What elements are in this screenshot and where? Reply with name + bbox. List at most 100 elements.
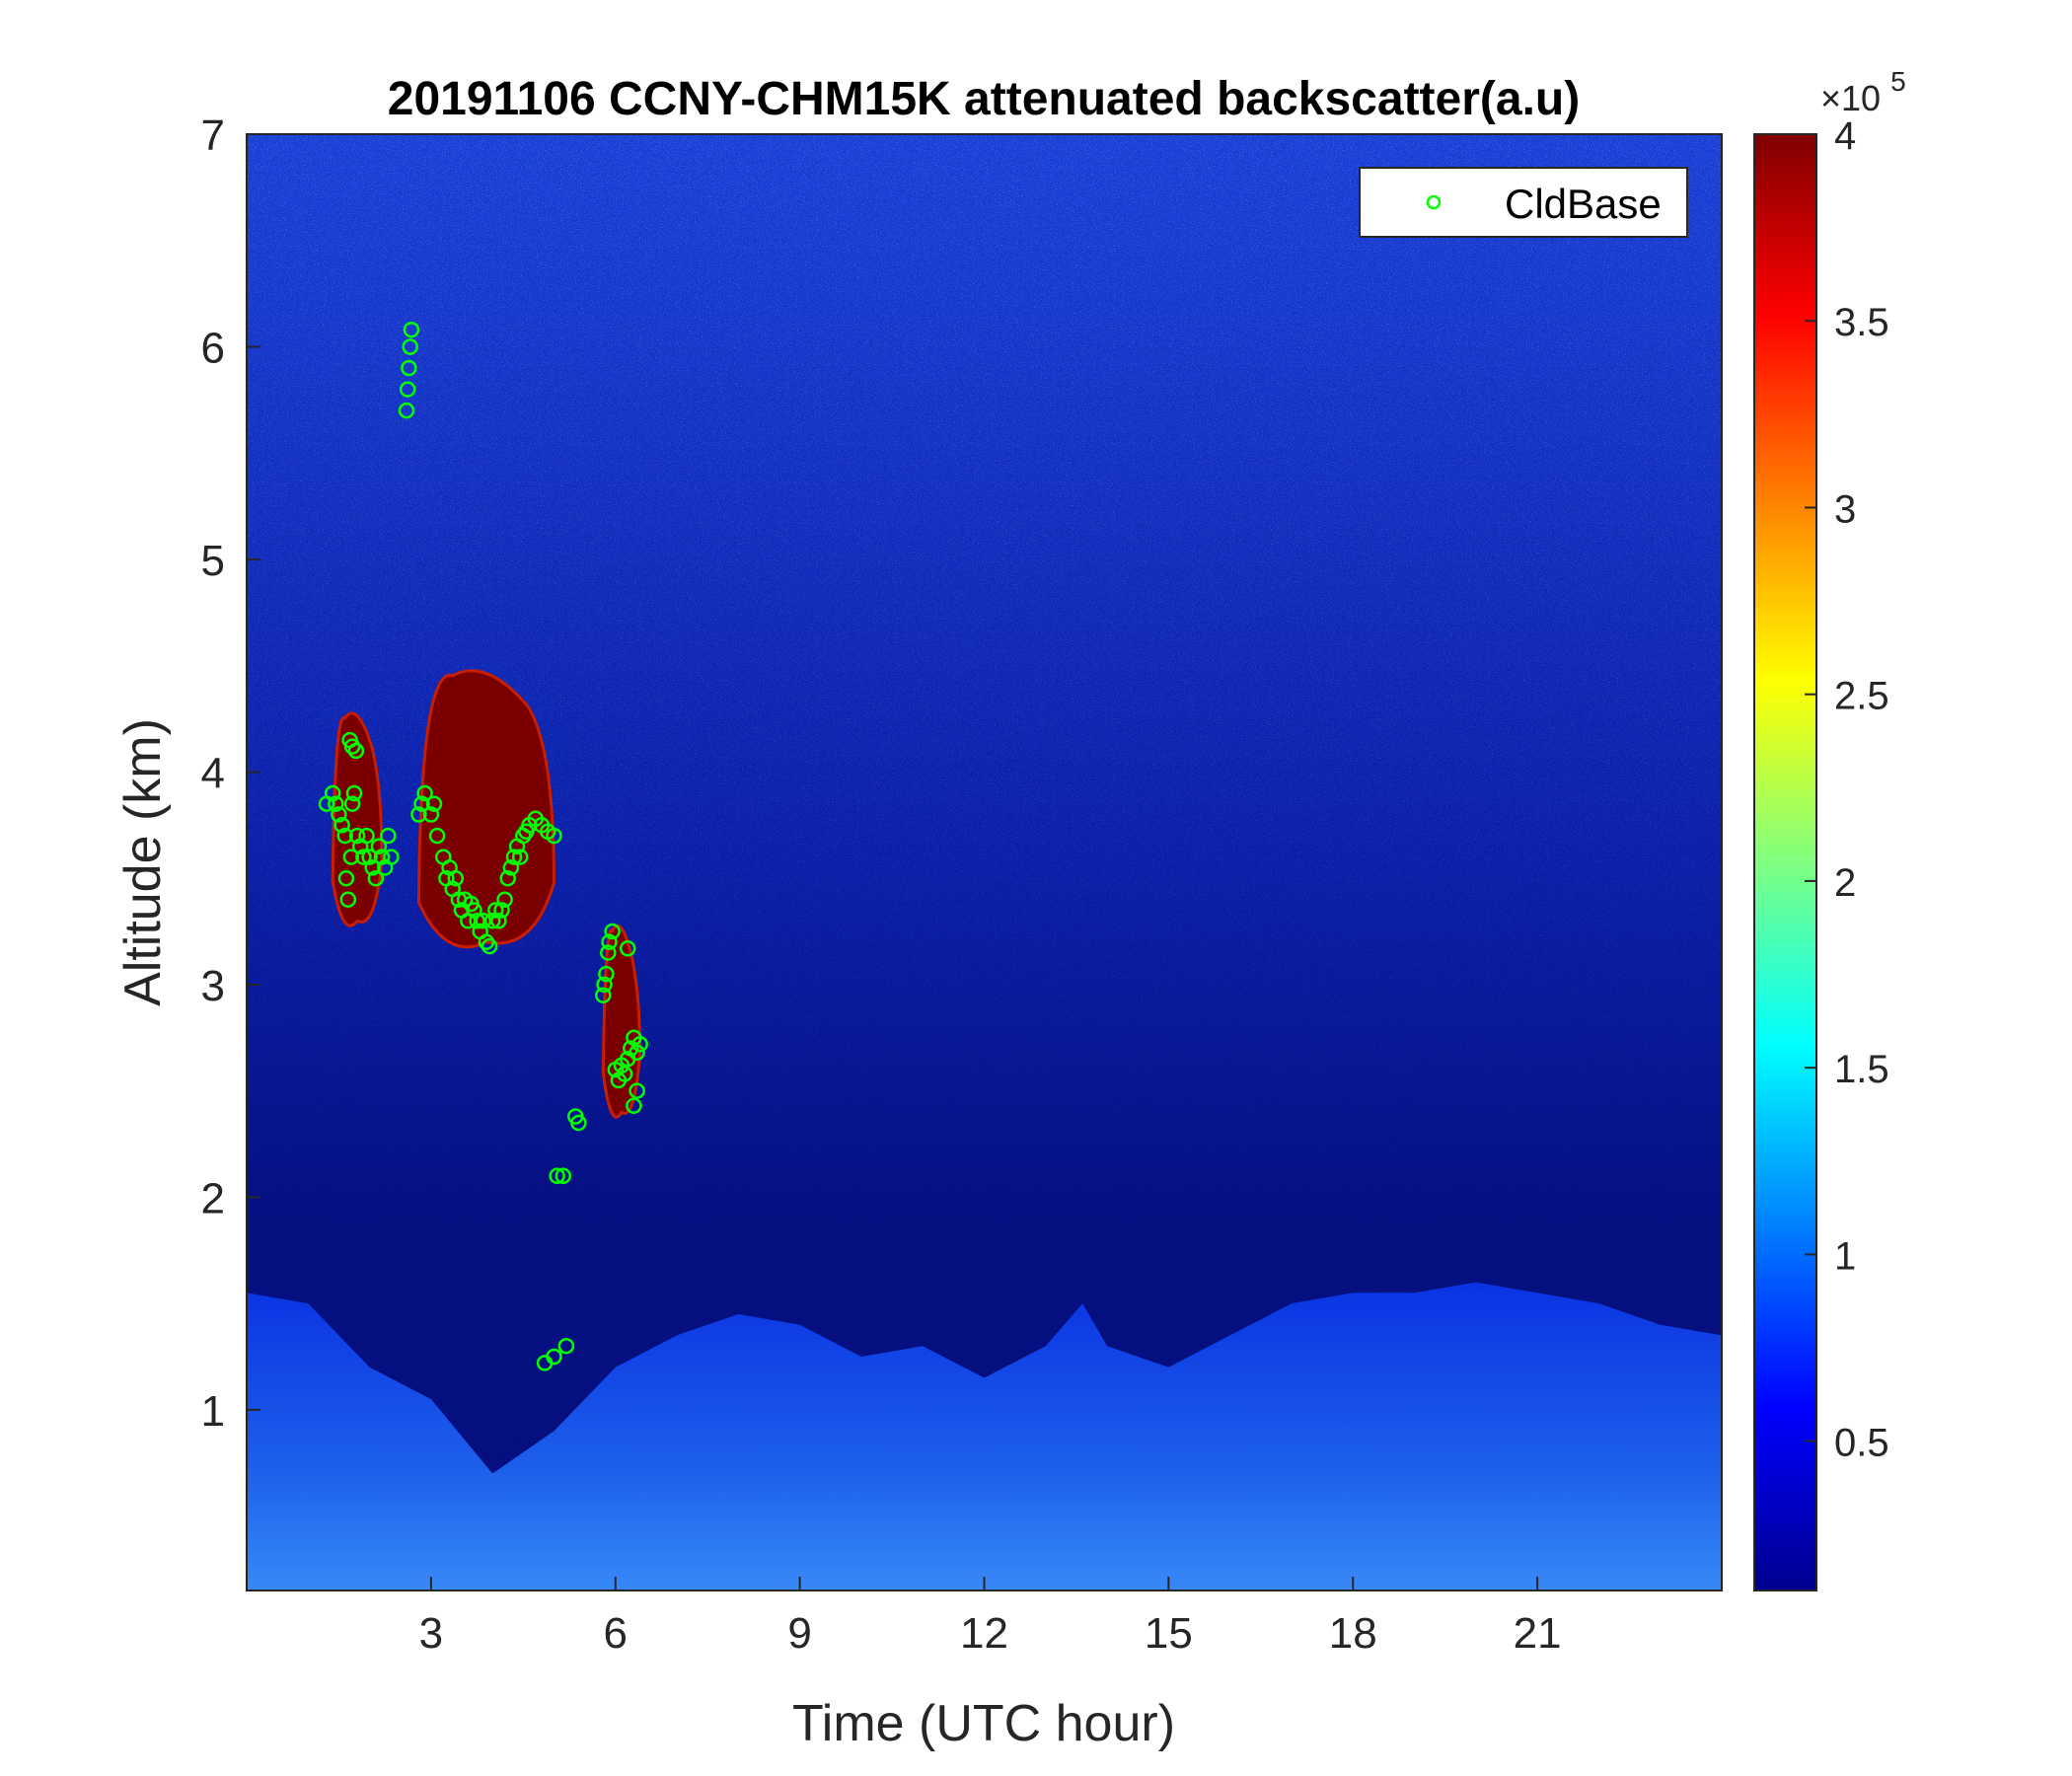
cldbase-point <box>505 849 523 865</box>
cldbase-point <box>604 923 621 940</box>
cldbase-point <box>546 1348 562 1366</box>
colorbar-tick-label: 2 <box>1834 861 1856 905</box>
colorbar-tick-label: 2.5 <box>1834 675 1889 718</box>
cldbase-point <box>343 795 361 812</box>
cldbase-point <box>511 849 529 865</box>
colorbar: 0.5 1 1.5 2 2.5 3 3.5 4 ×10 5 <box>1753 66 1906 1591</box>
cldbase-point <box>502 859 520 876</box>
y-tick-label: 5 <box>201 537 225 585</box>
chart-title: 20191106 CCNY-CHM15K attenuated backscat… <box>388 73 1580 125</box>
cldbase-point <box>466 902 482 919</box>
cldbase-point <box>416 784 433 802</box>
cldbase-point <box>481 937 498 955</box>
boundary-layer <box>247 1282 1722 1591</box>
x-tick-label: 18 <box>1329 1609 1377 1658</box>
x-axis-label: Time (UTC hour) <box>792 1695 1175 1752</box>
cldbase-point <box>370 838 388 855</box>
cldbase-point <box>557 1337 575 1355</box>
cldbase-point <box>475 913 492 929</box>
legend: CldBase <box>1359 167 1688 238</box>
colorbar-tick-label: 1 <box>1834 1234 1856 1278</box>
cldbase-point <box>358 827 375 845</box>
colorbar-tick-label: 0.5 <box>1834 1422 1889 1465</box>
cldbase-point <box>478 933 495 951</box>
cldbase-point <box>490 913 507 929</box>
x-axis: 3 6 9 12 15 18 21 <box>419 1577 1562 1658</box>
cldbase-point <box>402 338 418 355</box>
x-tick-label: 6 <box>604 1609 628 1658</box>
cldbase-point <box>493 902 510 919</box>
cldbase-point <box>343 738 361 755</box>
boundary-layer-area <box>247 1282 1722 1591</box>
y-tick-label: 6 <box>201 324 225 372</box>
plot-area <box>247 134 1722 1591</box>
colorbar-ticks: 0.5 1 1.5 2 2.5 3 3.5 4 <box>1805 114 1889 1465</box>
cldbase-point <box>629 1044 645 1062</box>
cldbase-point <box>324 784 341 802</box>
cldbase-point <box>619 940 636 957</box>
cldbase-point <box>570 1114 587 1132</box>
cldbase-point <box>347 742 365 760</box>
cldbase-point <box>546 827 562 845</box>
x-tick-label: 12 <box>960 1609 1008 1658</box>
x-tick-label: 9 <box>787 1609 811 1658</box>
cldbase-markers <box>318 321 648 1371</box>
x-tick-label: 3 <box>419 1609 443 1658</box>
cldbase-point <box>333 817 350 834</box>
cldbase-point <box>425 795 443 812</box>
y-tick-label: 7 <box>201 111 225 160</box>
cldbase-point <box>331 806 347 823</box>
y-tick-label: 4 <box>201 749 225 797</box>
y-axis-label: Altitude (km) <box>114 718 172 1006</box>
cldbase-point <box>555 1167 572 1185</box>
colorbar-tick-label: 4 <box>1834 114 1856 158</box>
cldbase-point <box>600 944 617 961</box>
cldbase-point <box>364 859 381 876</box>
y-tick-label: 3 <box>201 962 225 1010</box>
y-axis: 1 2 3 4 5 6 7 <box>201 111 260 1436</box>
cldbase-point <box>399 381 416 398</box>
cldbase-point <box>499 869 516 887</box>
colorbar-scale-label: ×10 5 <box>1820 66 1906 118</box>
cldbase-point <box>401 359 417 377</box>
cldbase-point <box>337 869 355 887</box>
cldbase-point <box>380 827 397 845</box>
cldbase-point <box>483 913 501 929</box>
x-tick-label: 21 <box>1514 1609 1562 1658</box>
cldbase-point <box>631 1035 648 1053</box>
cldbase-point <box>410 806 427 823</box>
cldbase-point <box>361 849 378 865</box>
cldbase-point <box>373 849 391 865</box>
cldbase-point <box>367 869 385 887</box>
cldbase-point <box>348 827 366 845</box>
cldbase-point <box>428 827 446 845</box>
x-tick-label: 15 <box>1145 1609 1193 1658</box>
cldbase-point <box>629 1082 645 1099</box>
legend-marker-icon <box>1426 194 1442 210</box>
legend-entry-cldbase: CldBase <box>1505 181 1662 227</box>
colorbar-tick-label: 1.5 <box>1834 1048 1889 1091</box>
cldbase-point <box>496 891 513 908</box>
cldbase-point <box>413 795 430 812</box>
colorbar-tick-label: 3.5 <box>1834 301 1889 344</box>
cldbase-point <box>598 965 615 983</box>
cldbase-point <box>626 1097 642 1114</box>
cldbase-point <box>422 806 440 823</box>
cldbase-point <box>601 933 618 951</box>
colorbar-tick-label: 3 <box>1834 487 1856 531</box>
cldbase-point <box>345 784 363 802</box>
cldbase-point <box>487 902 504 919</box>
y-tick-label: 2 <box>201 1174 225 1222</box>
colorbar-scale-exponent: 5 <box>1890 66 1906 97</box>
colorbar-frame <box>1753 133 1817 1591</box>
cldbase-point <box>403 321 420 338</box>
cldbase-point <box>447 869 465 887</box>
cldbase-point <box>616 1066 633 1082</box>
cldbase-point <box>342 849 360 865</box>
y-tick-label: 1 <box>201 1387 225 1436</box>
legend-box <box>1359 167 1688 238</box>
colorbar-gradient <box>1754 134 1816 1591</box>
cldbase-point <box>549 1167 565 1185</box>
cldbase-point <box>469 913 485 929</box>
